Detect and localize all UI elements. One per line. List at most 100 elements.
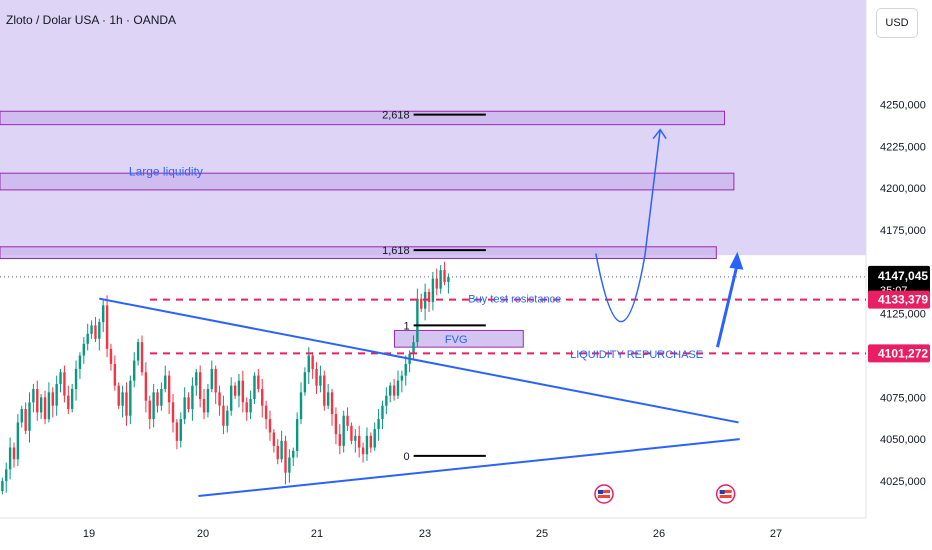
candle: [98, 322, 101, 339]
candle: [284, 440, 287, 473]
upper-shaded-area: [0, 0, 866, 256]
candle: [202, 399, 206, 413]
price-level-tag-value: 4133,379: [878, 293, 928, 307]
candle: [129, 380, 132, 416]
candle: [354, 435, 357, 441]
projection-arrowhead: [652, 128, 667, 140]
candle: [323, 375, 326, 406]
candle: [350, 425, 353, 441]
us-flag-event-icon[interactable]: [715, 484, 736, 504]
current-price-tag: [868, 265, 930, 298]
buy-test-resistance-label: Buy test resistance: [468, 294, 561, 306]
candle: [183, 397, 186, 420]
candle: [156, 392, 159, 406]
liquidity-zone: [0, 246, 717, 259]
candle: [369, 435, 373, 448]
fvg-label: FVG: [445, 334, 468, 346]
candle: [299, 392, 303, 420]
candle: [447, 276, 450, 282]
price-tick-label: 4025,000: [880, 476, 926, 488]
candle: [330, 392, 334, 415]
candle: [229, 385, 233, 411]
us-flag-stripe-white: [719, 493, 732, 495]
candle: [276, 445, 279, 460]
candle: [164, 375, 167, 389]
current-price-value: 4147,045: [878, 269, 928, 283]
candle: [140, 342, 144, 373]
ascending-trendline: [198, 438, 740, 498]
candle: [319, 375, 322, 386]
time-tick-label: 20: [197, 528, 209, 540]
candle: [198, 372, 202, 400]
symbol-title: Zloto / Dolar USA · 1h · OANDA: [6, 13, 177, 27]
candle: [257, 375, 260, 389]
candle: [237, 380, 241, 396]
candle: [136, 342, 140, 361]
candle: [361, 447, 365, 455]
candle: [400, 375, 404, 381]
candle: [338, 434, 342, 446]
candle: [195, 372, 198, 386]
candle: [268, 419, 272, 433]
candle: [326, 392, 330, 406]
candle: [226, 410, 229, 426]
candle: [5, 469, 8, 481]
candle: [171, 402, 175, 423]
candle: [59, 372, 62, 384]
candle: [175, 422, 179, 441]
candle: [167, 375, 171, 403]
candle: [74, 368, 78, 389]
candle: [253, 375, 256, 400]
candle: [249, 399, 252, 413]
fib-level-label: 2,618: [382, 110, 410, 122]
breakout-arrowhead: [729, 251, 744, 270]
candle: [90, 325, 93, 334]
candle: [16, 422, 20, 460]
candle: [311, 355, 314, 369]
time-tick-label: 26: [653, 528, 665, 540]
candle: [36, 388, 39, 413]
candle: [218, 392, 221, 406]
price-tick-label: 4050,000: [880, 434, 926, 446]
candle: [125, 392, 128, 416]
fib-level-label: 0: [403, 451, 409, 463]
candle: [222, 405, 225, 426]
price-tick-label: 4225,000: [880, 141, 926, 153]
candle: [416, 298, 419, 343]
candle: [8, 447, 12, 470]
candle: [67, 395, 70, 410]
candle: [295, 419, 299, 451]
candle: [43, 397, 47, 420]
candle: [214, 368, 217, 393]
price-tick-label: 4200,000: [880, 183, 926, 195]
us-flag-event-icon[interactable]: [594, 484, 614, 504]
large-liquidity-label: Large liquidity: [129, 164, 203, 178]
candle: [420, 298, 423, 309]
candle: [102, 305, 105, 323]
projection-path: [595, 129, 661, 323]
candle: [315, 368, 318, 386]
candle: [160, 388, 163, 406]
currency-button[interactable]: USD: [876, 8, 918, 38]
fib-level-label: 1: [403, 320, 409, 332]
candle: [152, 392, 155, 420]
candle: [133, 360, 136, 381]
price-level-tag: [868, 344, 930, 363]
price-tick-label: 4175,000: [880, 225, 926, 237]
candle: [109, 348, 113, 364]
candle: [396, 380, 400, 396]
liquidity-zone: [394, 329, 524, 348]
candle: [206, 388, 210, 413]
candle: [51, 392, 54, 406]
candle: [55, 383, 58, 406]
candle: [20, 409, 23, 423]
candle: [261, 388, 264, 406]
liquidity-repurchase-label: LIQUIDITY REPURCHASE: [570, 349, 703, 361]
candle: [12, 447, 16, 460]
candle: [412, 342, 415, 354]
candle: [264, 405, 268, 420]
candle: [439, 270, 442, 289]
candle: [443, 270, 446, 282]
